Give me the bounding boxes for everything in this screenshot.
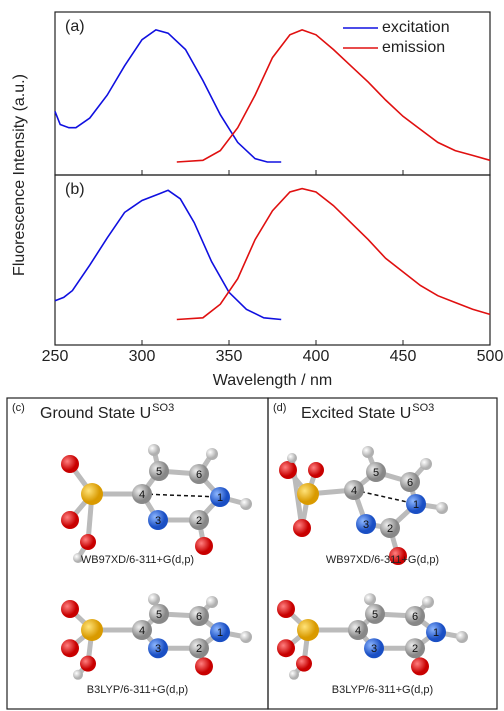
method-label: WB97XD/6-311+G(d,p) bbox=[81, 554, 194, 566]
structure-title: Excited State U bbox=[301, 405, 411, 422]
atom bbox=[456, 631, 468, 643]
method-label: B3LYP/6-311+G(d,p) bbox=[87, 684, 188, 696]
atom-label: 5 bbox=[156, 609, 162, 621]
plot-frame bbox=[55, 12, 490, 175]
atom bbox=[296, 656, 312, 672]
atom-label: 4 bbox=[139, 625, 145, 637]
atom bbox=[195, 537, 213, 555]
atom-label: 2 bbox=[196, 643, 202, 655]
method-label: B3LYP/6-311+G(d,p) bbox=[332, 684, 433, 696]
molecule: 4 5 61 2 3 bbox=[279, 446, 448, 565]
x-tick-label: 300 bbox=[129, 348, 156, 365]
atom bbox=[80, 534, 96, 550]
x-tick-label: 350 bbox=[216, 348, 243, 365]
atom bbox=[297, 619, 319, 641]
atom bbox=[81, 619, 103, 641]
spectrum-line bbox=[177, 189, 490, 320]
atom bbox=[81, 483, 103, 505]
molecule: 45 6 1 2 3 bbox=[61, 444, 252, 563]
plot-frame bbox=[55, 175, 490, 345]
atom-label: 1 bbox=[217, 492, 223, 504]
atom-label: 6 bbox=[412, 611, 418, 623]
atom bbox=[420, 458, 432, 470]
structure-title-sup: SO3 bbox=[152, 402, 174, 414]
atom bbox=[61, 455, 79, 473]
method-label: WB97XD/6-311+G(d,p) bbox=[326, 554, 439, 566]
panel-label: (c) bbox=[12, 402, 25, 414]
spectrum-line bbox=[55, 30, 281, 162]
atom bbox=[362, 446, 374, 458]
atom-label: 3 bbox=[155, 643, 161, 655]
molecule: 45 6 1 2 3 bbox=[277, 593, 468, 680]
atom-label: 3 bbox=[155, 515, 161, 527]
atom bbox=[308, 462, 324, 478]
atom bbox=[73, 670, 83, 680]
atom bbox=[61, 511, 79, 529]
atom bbox=[297, 483, 319, 505]
structure-title: Ground State U bbox=[40, 405, 151, 422]
atom bbox=[422, 596, 434, 608]
figure: (a) excitation emission Fluorescence Intens… bbox=[0, 0, 504, 711]
atom-label: 1 bbox=[413, 499, 419, 511]
panel-label: (a) bbox=[65, 18, 85, 35]
atom bbox=[195, 657, 213, 675]
x-axis-label: Wavelength / nm bbox=[213, 372, 332, 389]
atom-label: 4 bbox=[351, 485, 357, 497]
atom-label: 2 bbox=[196, 515, 202, 527]
atom bbox=[80, 656, 96, 672]
atom bbox=[148, 593, 160, 605]
spectrum-line bbox=[55, 190, 281, 319]
atom bbox=[240, 631, 252, 643]
panel-label: (d) bbox=[273, 402, 286, 414]
x-tick-label: 250 bbox=[42, 348, 69, 365]
atom bbox=[61, 600, 79, 618]
atom bbox=[206, 448, 218, 460]
atom-label: 6 bbox=[196, 469, 202, 481]
atom bbox=[277, 639, 295, 657]
panel-label: (b) bbox=[65, 181, 85, 198]
atom-label: 3 bbox=[363, 519, 369, 531]
atom-label: 2 bbox=[387, 523, 393, 535]
atom-label: 1 bbox=[433, 627, 439, 639]
atom bbox=[279, 461, 297, 479]
atom-label: 3 bbox=[371, 643, 377, 655]
atom bbox=[277, 600, 295, 618]
molecule: 45 6 1 2 3 bbox=[61, 593, 252, 680]
x-tick-label: 500 bbox=[477, 348, 504, 365]
atom bbox=[436, 502, 448, 514]
atom bbox=[61, 639, 79, 657]
atom-label: 6 bbox=[407, 477, 413, 489]
atom-label: 4 bbox=[355, 625, 361, 637]
structure-title-sup: SO3 bbox=[412, 402, 434, 414]
atom-label: 1 bbox=[217, 627, 223, 639]
atom-label: 6 bbox=[196, 611, 202, 623]
atom bbox=[293, 519, 311, 537]
x-tick-label: 450 bbox=[390, 348, 417, 365]
atom-label: 5 bbox=[372, 609, 378, 621]
dashed-bond bbox=[142, 494, 220, 497]
atom bbox=[148, 444, 160, 456]
atom bbox=[411, 657, 429, 675]
atom-label: 5 bbox=[373, 467, 379, 479]
atom-label: 2 bbox=[412, 643, 418, 655]
atom-label: 5 bbox=[156, 466, 162, 478]
atom bbox=[240, 498, 252, 510]
legend-label: excitation bbox=[382, 19, 450, 36]
atom bbox=[206, 596, 218, 608]
legend-label: emission bbox=[382, 39, 445, 56]
atom bbox=[364, 593, 376, 605]
x-tick-label: 400 bbox=[303, 348, 330, 365]
y-axis-label: Fluorescence Intensity (a.u.) bbox=[11, 74, 28, 276]
atom bbox=[289, 670, 299, 680]
atom-label: 4 bbox=[139, 489, 145, 501]
atom bbox=[287, 453, 297, 463]
